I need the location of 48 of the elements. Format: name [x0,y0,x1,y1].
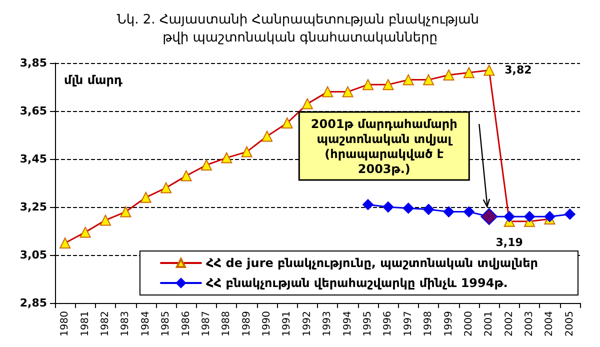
y-tick-label: 3,65 [20,104,47,118]
x-tick-label: 2003 [524,311,536,336]
x-tick-label: 2005 [564,311,576,336]
x-tick-label: 1995 [362,311,374,336]
x-tick-label: 2001 [484,311,495,336]
legend-label: ՀՀ բնակչության վերահաշվարկը մինչև 1994թ. [206,276,508,290]
y-tick-label: 3,25 [20,200,47,214]
x-tick-label: 1987 [200,311,212,336]
legend-label: ՀՀ de jure բնակչությունը, պաշտոնական տվյալներ [206,256,538,270]
y-axis-title: մլն մարդ [64,73,123,87]
y-tick-label: 2,85 [20,296,47,310]
y-tick-label: 3,45 [20,152,47,166]
x-tick-label: 1981 [80,311,91,336]
x-tick-label: 1990 [262,311,273,336]
chart-title: Նկ. 2. Հայաստանի Հանրապետության բնակչության թվի պաշտոնական գնահատականները [116,12,484,46]
point [463,206,474,218]
x-tick-label: 1994 [342,311,354,336]
data-label: 3,82 [504,64,532,77]
x-tick-label: 1993 [322,311,334,336]
point [362,199,374,210]
x-tick-label: 1985 [160,311,172,336]
x-tick-label: 1999 [443,311,454,336]
x-tick-label: 1982 [100,311,111,336]
y-tick-label: 3,05 [20,248,47,262]
x-tick-label: 2002 [504,311,515,336]
point [524,211,536,222]
x-tick-label: 2000 [463,311,474,336]
x-tick-label: 1983 [120,311,132,336]
x-tick-label: 1989 [241,311,252,336]
point [443,206,454,218]
x-tick-label: 1996 [382,311,394,336]
x-tick-label: 1980 [60,311,71,336]
point [382,202,394,212]
x-tick-label: 2004 [544,311,556,336]
x-tick-label: 1986 [180,311,192,336]
point [402,202,414,214]
point [504,211,515,222]
point [423,204,434,215]
annotation: 2001թ մարդահամարի պաշտոնական տվյալ (հրապարակված է 2003թ.) [310,117,458,176]
x-tick-label: 1998 [423,311,434,336]
x-tick-label: 1991 [282,311,293,336]
x-tick-label: 1992 [302,311,313,336]
x-tick-label: 1988 [221,311,232,336]
x-tick-label: 1984 [140,311,152,336]
y-tick-label: 3,85 [20,56,47,70]
point [564,208,576,220]
x-tick-label: 1997 [402,311,414,336]
data-label: 3,19 [496,236,523,249]
